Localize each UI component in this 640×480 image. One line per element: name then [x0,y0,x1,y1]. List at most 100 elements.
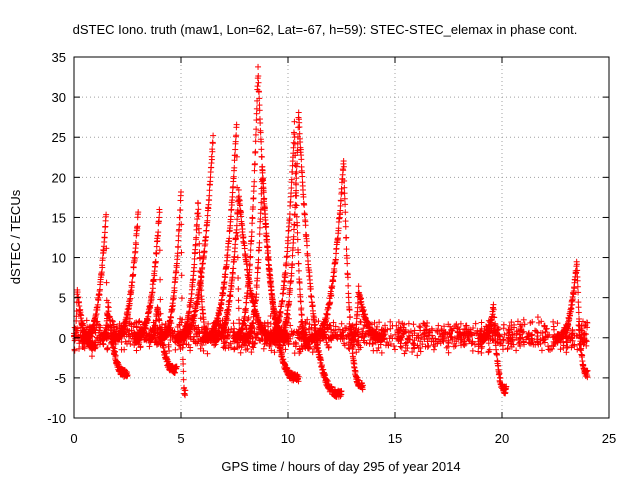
data-point [497,375,504,382]
data-point [103,279,110,286]
data-point [355,283,362,290]
data-point [266,342,273,349]
data-point [289,260,296,267]
data-point [290,139,297,146]
data-point [258,199,265,206]
data-point [445,340,452,347]
data-point [505,338,512,345]
data-point [247,247,254,254]
data-point [309,349,316,356]
data-point [256,231,263,238]
data-point [574,346,581,353]
data-point [525,329,532,336]
data-point [397,343,404,350]
data-point [287,198,294,205]
data-point [494,351,501,358]
data-point [133,241,140,248]
data-point [166,347,173,354]
data-point [286,298,293,305]
data-point [452,342,459,349]
data-point [469,347,476,354]
x-tick-label: 15 [388,431,402,446]
data-point [543,326,550,333]
data-point [231,164,238,171]
data-point [241,245,248,252]
data-point [560,344,567,351]
data-point [295,267,302,274]
data-point [298,156,305,163]
data-point [131,320,138,327]
data-point [191,261,198,268]
data-point [200,347,207,354]
data-point [391,346,398,353]
data-point [237,349,244,356]
x-tick-labels: 0 5 10 15 20 25 [70,431,616,446]
data-point [235,285,242,292]
data-point [424,343,431,350]
data-point [101,234,108,241]
data-point [255,63,262,70]
data-point [357,319,364,326]
data-point [250,195,257,202]
data-point [472,320,479,327]
data-point [253,117,260,124]
x-tick-label: 25 [602,431,616,446]
data-point [344,274,351,281]
data-point [296,286,303,293]
y-tick-label: 10 [52,251,66,266]
data-point [410,321,417,328]
data-point [508,319,515,326]
data-point [178,188,184,195]
y-tick-label: 30 [52,90,66,105]
data-point [175,244,182,251]
y-tick-label: 0 [59,331,66,346]
y-tick-labels: -10 -5 0 5 10 15 20 25 30 35 [47,50,66,426]
data-point [340,158,347,165]
x-axis-label: GPS time / hours of day 295 of year 2014 [221,459,460,474]
data-point [564,343,571,350]
data-point [341,184,348,191]
chart-title: dSTEC Iono. truth (maw1, Lon=62, Lat=-67… [73,22,578,37]
data-point [230,265,237,272]
data-point [338,320,345,327]
data-point [420,320,427,327]
data-point [332,256,339,263]
data-point [173,269,180,276]
grid-lines [74,57,609,418]
data-point [398,344,405,351]
data-point [485,340,492,347]
y-tick-label: -5 [54,371,66,386]
data-point [346,307,353,314]
data-point [105,304,112,311]
data-point [177,206,184,213]
data-point [453,321,460,328]
data-point [346,320,353,327]
data-point [309,302,316,309]
data-point [397,334,404,341]
data-point [187,347,194,354]
data-point [180,376,187,383]
data-point [342,201,349,208]
data-point [332,329,339,336]
data-point [261,195,268,202]
data-point [248,228,255,235]
data-point [520,316,527,323]
data-point [233,121,240,128]
data-point [403,339,410,346]
data-point [133,347,140,354]
data-point [421,320,428,327]
data-point [255,79,262,86]
data-point [165,341,172,348]
data-point [201,248,208,255]
data-point [153,250,160,257]
plot-frame [73,56,610,419]
data-point [271,349,278,356]
data-point [575,322,582,329]
data-point [478,319,485,326]
data-point [296,124,303,131]
data-point [569,326,576,333]
data-point [88,353,95,360]
data-point [500,346,507,353]
data-point [206,187,213,194]
data-point [261,341,268,348]
